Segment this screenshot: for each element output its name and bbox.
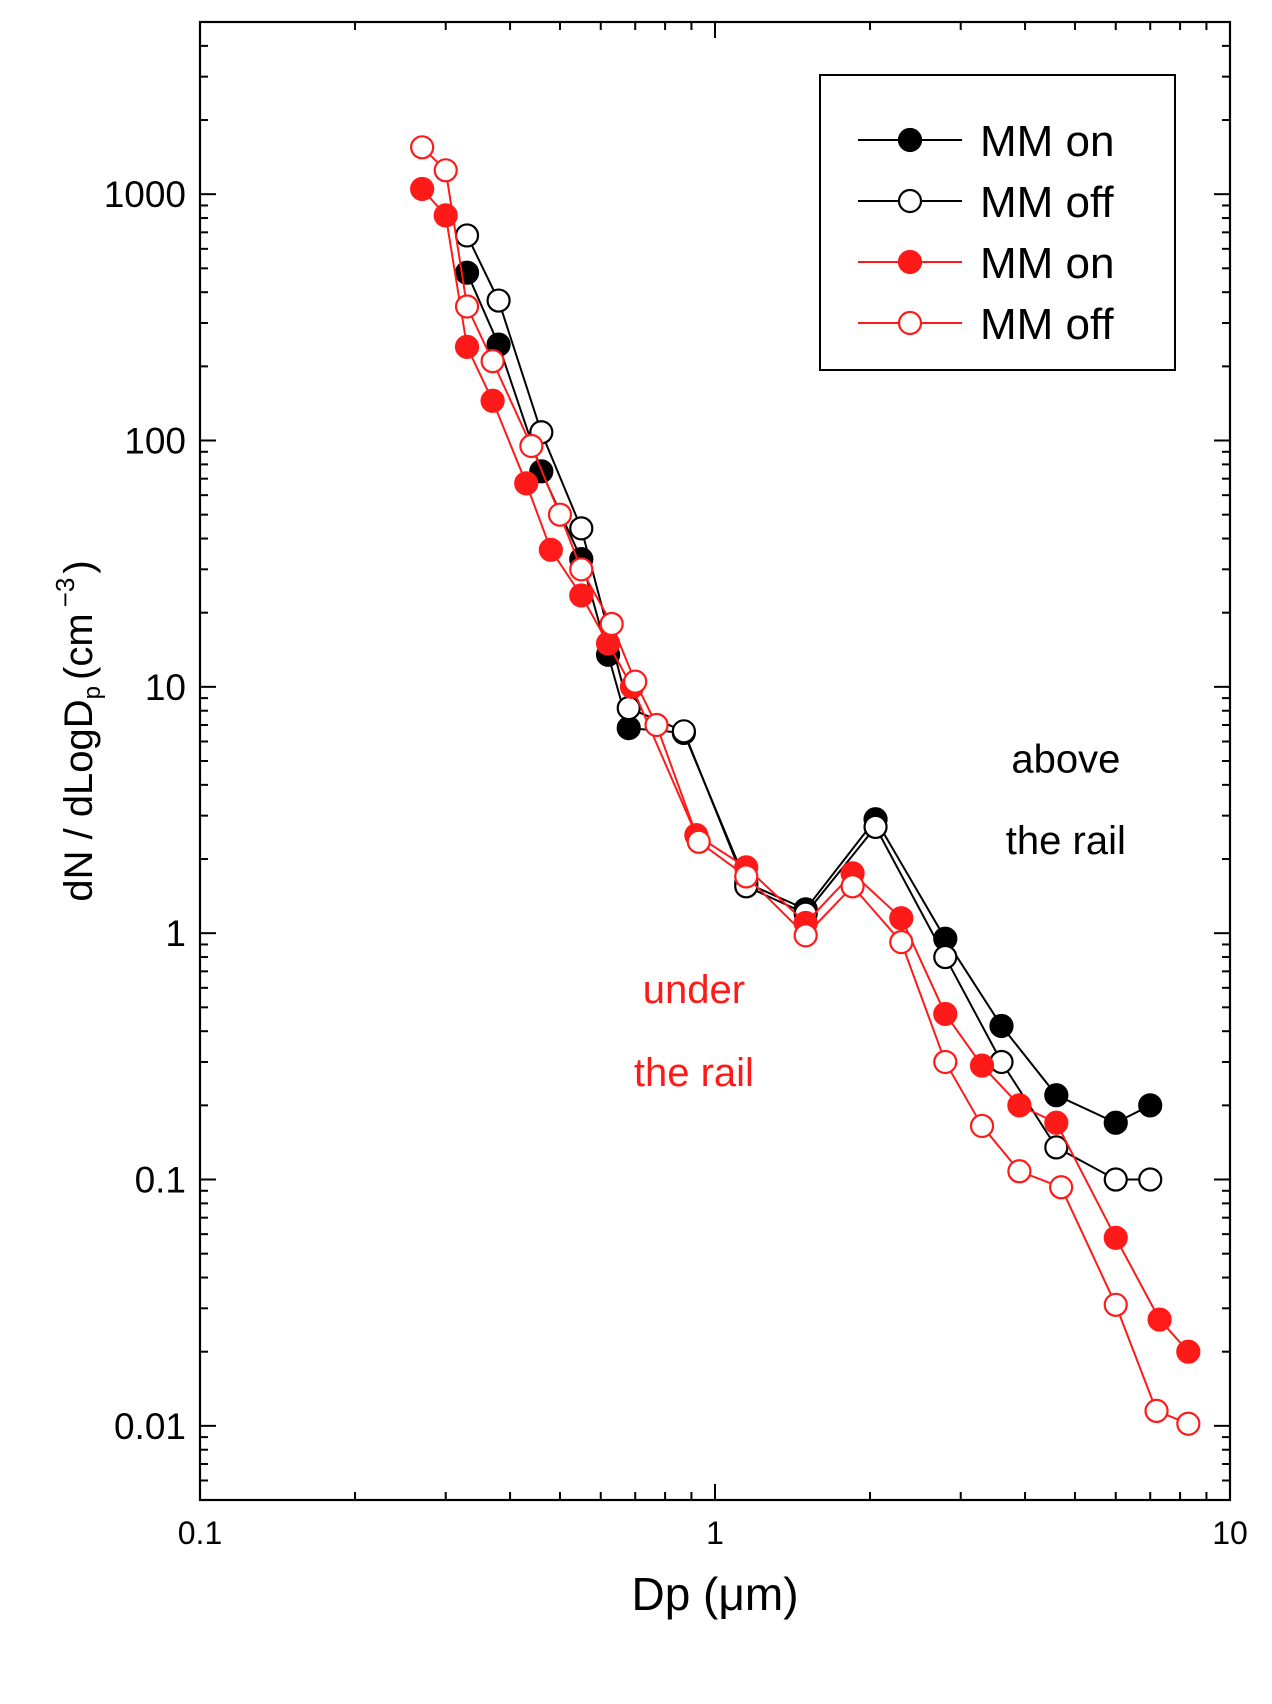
- data-point: [623, 669, 648, 694]
- data-point: [569, 557, 594, 582]
- annotation-text: under: [643, 968, 745, 1012]
- data-point: [1044, 1110, 1069, 1135]
- series-line: [421, 146, 1189, 1425]
- data-point: [547, 502, 573, 527]
- data-point: [1103, 1292, 1128, 1317]
- data-point: [1049, 1175, 1074, 1200]
- y-axis-label-close: ): [57, 560, 101, 573]
- data-point: [480, 349, 505, 374]
- x-tick-label: 0.1: [178, 1515, 222, 1551]
- legend-entry: MM on: [858, 239, 1114, 288]
- data-point: [616, 695, 641, 721]
- data-point: [1138, 1167, 1163, 1192]
- data-point: [1103, 1110, 1128, 1135]
- data-point: [1144, 1398, 1169, 1423]
- legend-entry: MM off: [858, 178, 1114, 227]
- data-point: [933, 944, 958, 970]
- data-point: [480, 388, 505, 413]
- data-point: [454, 294, 480, 319]
- annotations: above the rail under the rail: [634, 737, 1126, 1095]
- data-point: [538, 537, 563, 562]
- data-point: [933, 1049, 958, 1075]
- data-point: [969, 1053, 995, 1078]
- y-axis-label-unit: (cm: [57, 613, 101, 680]
- data-point: [1044, 1083, 1069, 1108]
- y-tick-label: 10: [145, 667, 186, 708]
- series-3: [410, 135, 1201, 1436]
- y-axis-label: dN / dLogDp (cm −3): [50, 560, 106, 901]
- data-point: [1176, 1339, 1201, 1364]
- tick-labels: 0.1 1 10 0.01 0.1 1 10 100 1000: [104, 174, 1248, 1551]
- data-point: [616, 716, 641, 741]
- y-tick-label: 100: [124, 421, 186, 462]
- data-point: [644, 712, 669, 738]
- y-axis-label-main: dN / dLogD: [57, 699, 101, 901]
- legend: MM on MM off MM on MM off: [819, 74, 1176, 371]
- data-point: [454, 334, 480, 359]
- data-point: [1138, 1093, 1163, 1118]
- series-line: [466, 235, 1151, 1181]
- legend-entry: MM on: [858, 117, 1114, 166]
- data-point: [1176, 1411, 1201, 1436]
- data-point: [793, 923, 818, 948]
- series-2: [410, 176, 1201, 1364]
- annotation-text: above: [1011, 737, 1120, 781]
- series-layer: [410, 135, 1201, 1436]
- y-axis-label-exponent: −3: [50, 578, 80, 608]
- data-point: [454, 260, 480, 285]
- data-point: [989, 1049, 1014, 1075]
- data-point: [840, 874, 865, 899]
- legend-entry: MM off: [858, 300, 1114, 349]
- data-point: [569, 516, 594, 541]
- annotation-text: the rail: [1006, 819, 1126, 863]
- y-tick-label: 1: [165, 913, 186, 954]
- data-point: [671, 719, 696, 744]
- y-tick-label: 0.1: [135, 1160, 186, 1201]
- data-point: [519, 433, 544, 459]
- data-point: [1103, 1225, 1128, 1250]
- x-tick-label: 1: [706, 1515, 724, 1551]
- y-tick-label: 0.01: [114, 1406, 186, 1447]
- svg-text:dN / dLogDp(cm−3): dN / dLogDp (cm −3): [50, 560, 106, 901]
- data-point: [1007, 1159, 1032, 1184]
- data-point: [889, 929, 914, 955]
- data-point: [599, 611, 624, 637]
- data-point: [1103, 1167, 1128, 1192]
- data-point: [863, 814, 888, 840]
- legend-label: MM off: [980, 178, 1114, 227]
- legend-label: MM off: [980, 300, 1114, 349]
- data-point: [410, 176, 435, 202]
- data-point: [1147, 1307, 1172, 1332]
- data-point: [1007, 1093, 1032, 1118]
- legend-marker: [897, 127, 923, 153]
- data-point: [1044, 1135, 1069, 1160]
- data-point: [686, 829, 711, 854]
- legend-marker: [897, 310, 923, 336]
- data-point: [410, 135, 435, 160]
- data-point: [734, 864, 759, 889]
- legend-marker: [897, 188, 923, 214]
- legend-label: MM on: [980, 117, 1114, 166]
- data-point: [969, 1113, 995, 1139]
- data-point: [454, 223, 480, 248]
- data-point: [486, 288, 511, 313]
- y-tick-label: 1000: [104, 174, 186, 215]
- data-point: [933, 1001, 958, 1027]
- data-point: [569, 583, 594, 608]
- data-point: [889, 906, 914, 931]
- x-tick-label: 10: [1212, 1515, 1248, 1551]
- annotation-text: the rail: [634, 1051, 754, 1095]
- data-point: [514, 471, 539, 496]
- plot-frame: [198, 20, 1232, 1502]
- x-axis-label: Dp (μm): [631, 1568, 798, 1620]
- legend-label: MM on: [980, 239, 1114, 288]
- data-point: [433, 158, 458, 183]
- y-axis-label-subscript: p: [79, 686, 106, 699]
- legend-marker: [897, 249, 923, 275]
- data-point: [989, 1013, 1014, 1039]
- legend-box: [819, 74, 1176, 371]
